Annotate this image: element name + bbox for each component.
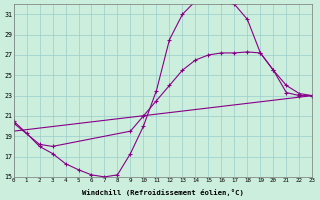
X-axis label: Windchill (Refroidissement éolien,°C): Windchill (Refroidissement éolien,°C)	[82, 189, 244, 196]
